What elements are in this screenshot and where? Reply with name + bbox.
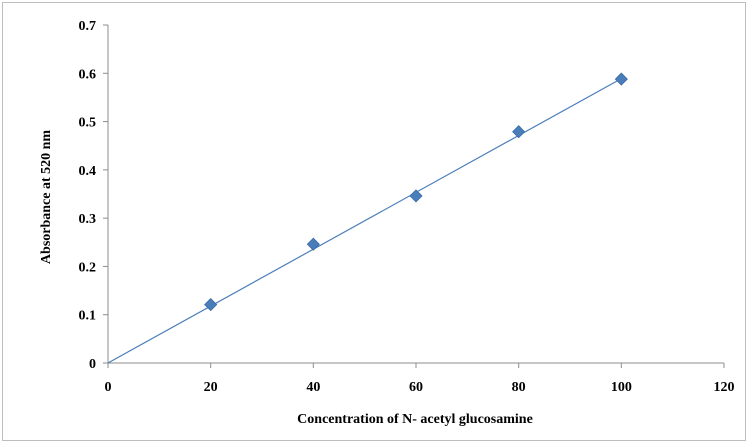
y-tick-label: 0	[89, 357, 96, 372]
y-axis-title: Absorbance at 520 nm	[39, 130, 54, 265]
data-point	[306, 237, 320, 251]
y-tick-label: 0.6	[79, 67, 97, 82]
y-tick-label: 0.2	[79, 260, 97, 275]
y-tick-label: 0.4	[79, 164, 97, 179]
scatter-chart: 0 0.1 0.2 0.3 0.4 0.5 0.6 0.7 0 20 40 60 80 100 120 Co…	[39, 19, 735, 427]
x-tick-label: 100	[611, 380, 632, 395]
data-point	[409, 189, 423, 203]
trendline	[107, 78, 622, 364]
data-point	[204, 298, 218, 312]
x-axis-title: Concentration of N- acetyl glucosamine	[297, 412, 533, 427]
y-tick-label: 0.7	[79, 19, 97, 34]
data-points	[204, 72, 628, 312]
ticks: 0 0.1 0.2 0.3 0.4 0.5 0.6 0.7 0 20 40 60 80 100 120	[79, 19, 735, 395]
x-tick-label: 40	[306, 380, 320, 395]
data-point	[512, 125, 526, 139]
data-point	[614, 72, 628, 86]
y-tick-label: 0.1	[79, 309, 97, 324]
trendline-group	[107, 78, 622, 364]
y-tick-label: 0.3	[79, 212, 97, 227]
x-tick-label: 60	[409, 380, 423, 395]
y-tick-label: 0.5	[79, 116, 97, 131]
x-tick-label: 80	[512, 380, 526, 395]
x-tick-label: 20	[204, 380, 218, 395]
chart-frame: 0 0.1 0.2 0.3 0.4 0.5 0.6 0.7 0 20 40 60 80 100 120 Co…	[2, 2, 746, 441]
x-tick-label: 0	[105, 380, 112, 395]
x-tick-label: 120	[714, 380, 735, 395]
